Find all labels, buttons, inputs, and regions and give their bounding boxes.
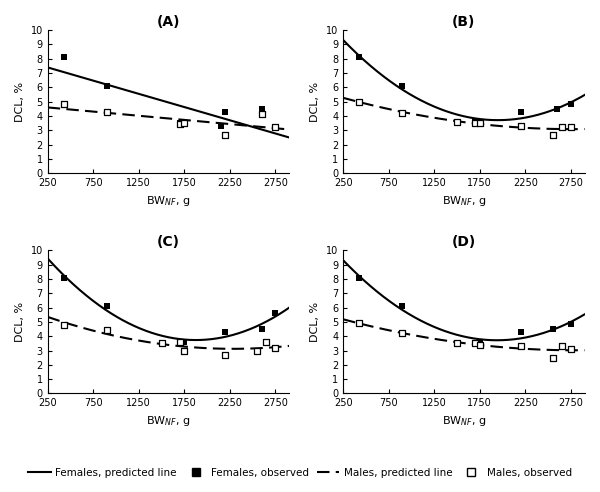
Point xyxy=(216,122,226,130)
Title: (C): (C) xyxy=(157,235,180,249)
Point xyxy=(475,341,485,349)
Point xyxy=(557,123,566,131)
Point xyxy=(516,108,526,116)
Point xyxy=(398,82,407,90)
Point xyxy=(566,345,575,353)
Point xyxy=(452,339,462,347)
Point xyxy=(175,119,185,127)
Point xyxy=(102,82,112,90)
Point xyxy=(548,325,557,333)
Point xyxy=(102,327,112,335)
Point xyxy=(470,119,480,126)
Point xyxy=(179,119,189,127)
X-axis label: BW$_{NF}$, g: BW$_{NF}$, g xyxy=(146,414,191,428)
Point xyxy=(175,121,185,128)
Point xyxy=(355,274,364,281)
Point xyxy=(553,105,562,113)
Point xyxy=(179,338,189,346)
X-axis label: BW$_{NF}$, g: BW$_{NF}$, g xyxy=(442,414,486,428)
Point xyxy=(257,325,266,333)
Point xyxy=(102,108,112,116)
Y-axis label: DCL, %: DCL, % xyxy=(310,302,320,342)
Point xyxy=(59,54,69,62)
Point xyxy=(221,328,230,336)
Point xyxy=(516,328,526,336)
Y-axis label: DCL, %: DCL, % xyxy=(15,302,25,342)
Point xyxy=(221,130,230,138)
Point xyxy=(175,338,185,346)
Point xyxy=(398,302,407,310)
Point xyxy=(59,321,69,329)
Point xyxy=(475,119,485,127)
Point xyxy=(470,338,480,346)
Point xyxy=(262,338,271,346)
Y-axis label: DCL, %: DCL, % xyxy=(310,82,320,122)
Point xyxy=(271,344,280,352)
Point xyxy=(355,98,364,106)
Point xyxy=(452,118,462,125)
Y-axis label: DCL, %: DCL, % xyxy=(15,82,25,122)
Point xyxy=(355,319,364,327)
Point xyxy=(221,108,230,116)
Legend: Females, predicted line, Females, observed, Males, predicted line, Males, observ: Females, predicted line, Females, observ… xyxy=(24,463,576,482)
Point xyxy=(548,130,557,138)
Point xyxy=(566,100,575,108)
Point xyxy=(355,54,364,62)
Point xyxy=(516,122,526,130)
Point xyxy=(566,320,575,328)
X-axis label: BW$_{NF}$, g: BW$_{NF}$, g xyxy=(442,193,486,208)
Point xyxy=(179,119,189,127)
Point xyxy=(221,351,230,359)
Point xyxy=(271,309,280,317)
Point xyxy=(398,330,407,338)
Point xyxy=(175,338,185,346)
Point xyxy=(548,354,557,362)
Point xyxy=(102,302,112,310)
Point xyxy=(157,338,166,346)
Point xyxy=(253,346,262,354)
Point xyxy=(475,338,485,346)
Point xyxy=(257,111,266,119)
Point xyxy=(557,342,566,350)
Title: (B): (B) xyxy=(452,15,475,29)
Point xyxy=(470,339,480,347)
Point xyxy=(398,109,407,117)
Point xyxy=(59,100,69,108)
Point xyxy=(179,346,189,354)
Title: (D): (D) xyxy=(452,235,476,249)
Point xyxy=(516,342,526,350)
Point xyxy=(566,123,575,131)
Point xyxy=(257,105,266,113)
Point xyxy=(475,119,485,126)
Title: (A): (A) xyxy=(157,15,180,29)
X-axis label: BW$_{NF}$, g: BW$_{NF}$, g xyxy=(146,193,191,208)
Point xyxy=(59,274,69,281)
Point xyxy=(470,119,480,127)
Point xyxy=(271,123,280,131)
